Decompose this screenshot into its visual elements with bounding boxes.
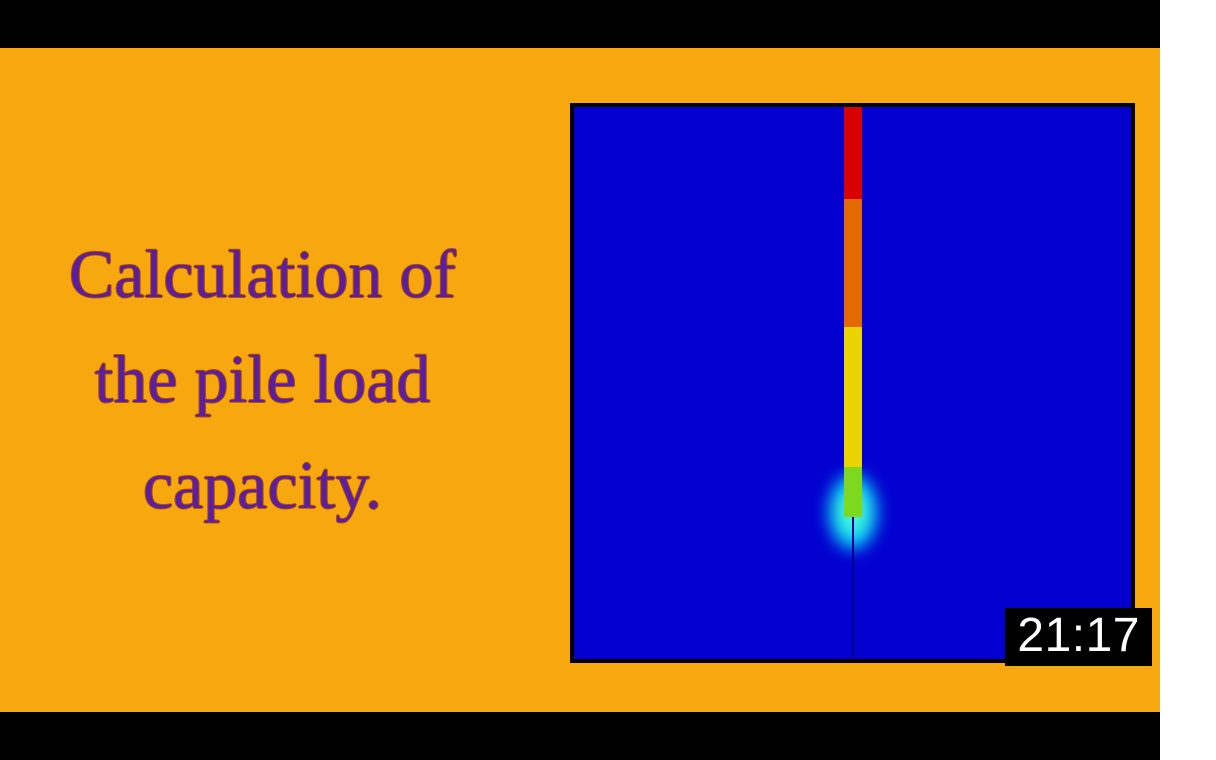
thumbnail-title: Calculation of the pile load capacity. <box>0 48 540 712</box>
thumbnail-content: Calculation of the pile load capacity. <box>0 48 1160 712</box>
crack-line <box>852 517 854 663</box>
letterbox-bottom <box>0 712 1160 760</box>
pile-segment <box>844 467 862 517</box>
duration-label: 21:17 <box>1017 609 1140 662</box>
pile-segment <box>844 199 862 327</box>
video-thumbnail[interactable]: Calculation of the pile load capacity. 2… <box>0 0 1160 760</box>
pile-segment <box>844 107 862 199</box>
simulation-frame <box>570 103 1135 663</box>
letterbox-top <box>0 0 1160 48</box>
duration-badge: 21:17 <box>1005 608 1152 666</box>
simulation-canvas <box>574 107 1131 659</box>
pile-segment <box>844 327 862 467</box>
